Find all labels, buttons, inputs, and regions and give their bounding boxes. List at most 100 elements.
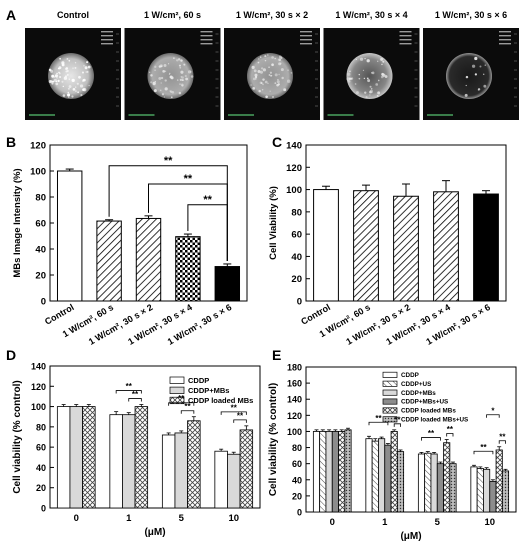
speckle bbox=[87, 65, 91, 69]
speckle bbox=[484, 64, 486, 66]
speckle bbox=[48, 68, 52, 72]
panel-e-letter: E bbox=[272, 347, 281, 363]
readout-line bbox=[300, 35, 312, 37]
speckle bbox=[152, 82, 156, 86]
significance-label: ** bbox=[237, 411, 244, 420]
speckle bbox=[259, 70, 263, 74]
bar-cddp-us-5 bbox=[424, 452, 432, 513]
legend-label-cddp-loaded-mbs: CDDP loaded MBs bbox=[401, 408, 456, 415]
speckle bbox=[257, 61, 260, 64]
readout-line bbox=[499, 35, 511, 37]
y-tick-label: 80 bbox=[36, 422, 46, 432]
speckle bbox=[359, 57, 364, 61]
significance-label: ** bbox=[375, 414, 382, 423]
y-tick-label: 120 bbox=[31, 382, 46, 392]
speckle bbox=[170, 76, 174, 80]
speckle bbox=[272, 96, 275, 99]
y-tick-label: 60 bbox=[292, 459, 302, 469]
significance-label: ** bbox=[184, 402, 191, 411]
readout-line bbox=[499, 31, 511, 33]
speckle bbox=[66, 58, 69, 60]
speckle bbox=[465, 84, 467, 87]
speckle bbox=[176, 59, 179, 62]
bar-1-w-cm-30-s-2 bbox=[135, 217, 162, 302]
significance-bracket bbox=[187, 204, 228, 261]
bar-cddp-mbs-10 bbox=[483, 468, 491, 513]
speckle bbox=[350, 77, 354, 80]
speckle bbox=[364, 57, 366, 60]
x-tick-label: Control bbox=[43, 302, 76, 327]
x-tick-label: 1 bbox=[126, 513, 132, 524]
speckle bbox=[59, 57, 61, 60]
significance-label: * bbox=[491, 406, 495, 415]
y-axis-label: Cell viability (% control) bbox=[12, 380, 23, 493]
image-title-4: 1 W/cm², 30 s × 4 bbox=[335, 10, 407, 20]
speckle bbox=[287, 69, 289, 71]
legend-swatch-cddp-loaded-mbs bbox=[169, 396, 185, 405]
readout-line bbox=[101, 35, 113, 37]
agar-phantom-circle bbox=[48, 53, 94, 99]
speckle bbox=[72, 88, 76, 91]
speckle bbox=[384, 75, 388, 78]
legend-swatch-cddp-loaded-mbs bbox=[382, 407, 398, 414]
speckle bbox=[189, 71, 192, 73]
panel-a-letter: A bbox=[6, 7, 16, 23]
y-tick-label: 0 bbox=[41, 504, 46, 514]
speckle bbox=[382, 60, 385, 63]
speckle bbox=[173, 57, 175, 59]
speckle bbox=[381, 63, 383, 66]
speckle bbox=[61, 63, 65, 67]
speckle bbox=[269, 90, 271, 92]
speckle bbox=[58, 66, 62, 70]
y-tick-label: 120 bbox=[287, 411, 302, 421]
speckle bbox=[259, 56, 262, 58]
ultrasound-image-row: Control 1 W/cm², 60 s 1 W/cm², 30 s × 2 1 W… bbox=[25, 10, 519, 120]
readout-line bbox=[499, 39, 511, 41]
y-tick-label: 180 bbox=[287, 363, 302, 373]
speckle bbox=[257, 70, 261, 74]
y-tick-label: 120 bbox=[286, 163, 302, 174]
readout-line bbox=[499, 43, 511, 45]
bar-cddp-mbs-us-1 bbox=[384, 444, 392, 513]
y-tick-label: 80 bbox=[35, 193, 46, 204]
speckle bbox=[169, 90, 171, 92]
x-tick-label: 1 bbox=[382, 517, 388, 528]
speckle bbox=[474, 56, 478, 61]
y-tick-label: 20 bbox=[291, 274, 302, 285]
speckle bbox=[67, 93, 71, 97]
speckle bbox=[68, 59, 71, 62]
speckle bbox=[257, 58, 260, 60]
speckle bbox=[281, 76, 284, 80]
speckle bbox=[369, 89, 374, 94]
speckle bbox=[286, 79, 291, 83]
panel-c-chart: C 0 20 40 60 80 100 120 140 Cell Viability (%) Co… bbox=[268, 134, 507, 347]
ultrasound-image-2 bbox=[124, 28, 221, 120]
speckle bbox=[160, 76, 164, 80]
speckle bbox=[178, 64, 181, 67]
speckle bbox=[63, 76, 68, 80]
significance-bracket bbox=[220, 411, 247, 415]
speckle bbox=[80, 93, 83, 97]
speckle bbox=[51, 82, 54, 85]
significance-bracket bbox=[446, 433, 454, 437]
bar-1-w-cm-60-s bbox=[96, 220, 122, 302]
speckle bbox=[51, 74, 55, 78]
speckle bbox=[347, 72, 351, 76]
x-tick-label: Control bbox=[299, 302, 332, 327]
x-tick-label: 5 bbox=[435, 517, 441, 528]
caption-line bbox=[29, 114, 55, 116]
bar-1-w-cm-60-s bbox=[353, 190, 379, 302]
speckle bbox=[362, 69, 365, 72]
y-tick-label: 60 bbox=[35, 219, 46, 230]
speckle bbox=[270, 75, 273, 77]
speckle bbox=[258, 89, 261, 93]
speckle bbox=[81, 71, 85, 74]
legend-swatch-cddp-us bbox=[382, 380, 398, 387]
speckle bbox=[355, 58, 358, 61]
bar-cddp-us-10 bbox=[476, 468, 484, 513]
readout-line bbox=[200, 31, 213, 33]
significance-label: ** bbox=[428, 429, 435, 438]
significance-label: ** bbox=[480, 443, 487, 452]
